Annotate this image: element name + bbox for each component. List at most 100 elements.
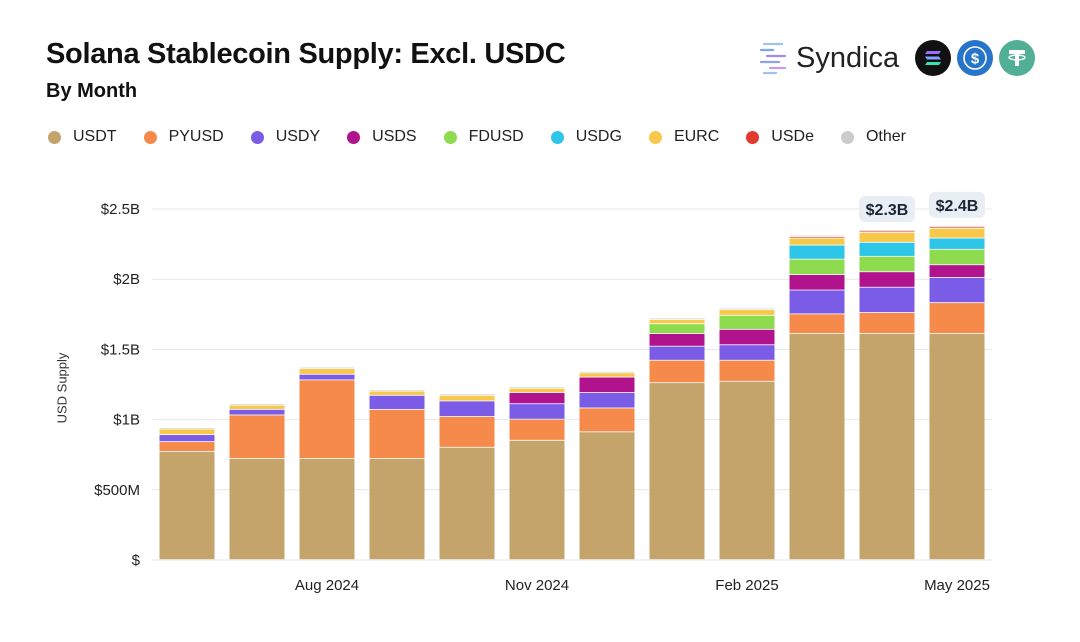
bar-segment-usdt[interactable]	[159, 451, 215, 560]
bar-segment-pyusd[interactable]	[579, 408, 635, 432]
bar-segment-usdy[interactable]	[929, 277, 985, 303]
legend-swatch	[250, 130, 264, 144]
bar-segment-usds[interactable]	[719, 329, 775, 345]
legend-item-usdy[interactable]: USDY	[250, 128, 320, 146]
bar-segment-usdy[interactable]	[859, 287, 915, 313]
bar-segment-other[interactable]	[299, 367, 355, 369]
bar-segment-pyusd[interactable]	[229, 415, 285, 459]
bar-segment-usdt[interactable]	[439, 447, 495, 560]
legend-item-pyusd[interactable]: PYUSD	[143, 128, 224, 146]
bar-segment-eurc[interactable]	[929, 228, 985, 238]
legend-item-eurc[interactable]: EURC	[648, 128, 719, 146]
bar-segment-usdy[interactable]	[509, 404, 565, 419]
bar-segment-fdusd[interactable]	[929, 249, 985, 265]
bar-segment-eurc[interactable]	[229, 405, 285, 409]
bar-segment-fdusd[interactable]	[859, 256, 915, 272]
bar-segment-usdt[interactable]	[719, 381, 775, 560]
bar-segment-pyusd[interactable]	[789, 314, 845, 334]
bar-segment-usde[interactable]	[929, 227, 985, 228]
bar-segment-usde[interactable]	[789, 237, 845, 238]
bar-segment-eurc[interactable]	[859, 232, 915, 242]
bar-segment-usds[interactable]	[789, 274, 845, 290]
bar-segment-fdusd[interactable]	[719, 315, 775, 329]
bar-segment-usdg[interactable]	[789, 245, 845, 259]
bar-segment-pyusd[interactable]	[369, 409, 425, 459]
bar-segment-pyusd[interactable]	[649, 360, 705, 383]
bar-segment-usds[interactable]	[859, 272, 915, 287]
bar-segment-other[interactable]	[369, 390, 425, 391]
bar-segment-usdy[interactable]	[369, 395, 425, 409]
bar-segment-eurc[interactable]	[649, 319, 705, 324]
bar-segment-pyusd[interactable]	[929, 303, 985, 334]
bar-segment-fdusd[interactable]	[789, 259, 845, 275]
legend-item-fdusd[interactable]: FDUSD	[443, 128, 524, 146]
bar-segment-usdy[interactable]	[719, 345, 775, 360]
bar-stack-sep-2024	[369, 390, 425, 560]
bar-segment-usde[interactable]	[859, 231, 915, 233]
bar-segment-usdy[interactable]	[439, 401, 495, 416]
bar-segment-fdusd[interactable]	[649, 324, 705, 334]
bar-segment-pyusd[interactable]	[299, 380, 355, 459]
bar-segment-other[interactable]	[719, 308, 775, 310]
legend-item-usdg[interactable]: USDG	[550, 128, 622, 146]
legend-swatch	[48, 130, 61, 144]
bar-segment-usdt[interactable]	[509, 440, 565, 560]
bar-segment-usds[interactable]	[579, 377, 635, 393]
y-tick-label: $500M	[94, 482, 140, 499]
bar-segment-other[interactable]	[929, 225, 985, 227]
bar-segment-eurc[interactable]	[299, 369, 355, 374]
legend-item-usdt[interactable]: USDT	[48, 128, 117, 146]
bar-segment-pyusd[interactable]	[859, 312, 915, 334]
bar-segment-other[interactable]	[439, 394, 495, 395]
bar-segment-usdt[interactable]	[789, 333, 845, 560]
legend-label: USDe	[771, 128, 814, 145]
legend-swatch	[648, 130, 662, 144]
bar-segment-pyusd[interactable]	[509, 419, 565, 440]
bar-segment-other[interactable]	[229, 404, 285, 405]
bar-segment-usdt[interactable]	[579, 432, 635, 560]
bar-segment-eurc[interactable]	[579, 373, 635, 377]
bar-segment-other[interactable]	[509, 387, 565, 388]
bar-segment-usdy[interactable]	[789, 290, 845, 314]
bar-segment-usdt[interactable]	[299, 458, 355, 560]
bar-segment-usdg[interactable]	[929, 238, 985, 249]
bar-segment-usdt[interactable]	[229, 458, 285, 560]
legend-swatch	[143, 130, 157, 144]
bar-stack-mar-2025	[789, 235, 845, 560]
bar-segment-pyusd[interactable]	[439, 416, 495, 447]
bar-segment-eurc[interactable]	[439, 395, 495, 401]
bar-segment-eurc[interactable]	[369, 391, 425, 395]
bar-segment-usdg[interactable]	[859, 242, 915, 256]
bar-segment-usds[interactable]	[929, 265, 985, 277]
bar-segment-usdy[interactable]	[649, 346, 705, 360]
bar-segment-pyusd[interactable]	[159, 442, 215, 452]
bar-segment-pyusd[interactable]	[719, 360, 775, 381]
bar-segment-other[interactable]	[789, 235, 845, 237]
bar-segment-usdt[interactable]	[859, 333, 915, 560]
bar-segment-usdt[interactable]	[369, 458, 425, 560]
bar-segment-other[interactable]	[579, 371, 635, 373]
bar-segment-usds[interactable]	[509, 392, 565, 404]
bar-segment-eurc[interactable]	[509, 388, 565, 393]
bar-segment-usdt[interactable]	[649, 383, 705, 560]
bar-segment-eurc[interactable]	[719, 310, 775, 315]
bar-segment-usds[interactable]	[649, 333, 705, 346]
bar-segment-eurc[interactable]	[159, 429, 215, 435]
bar-segment-eurc[interactable]	[789, 238, 845, 245]
bar-segment-usdy[interactable]	[299, 374, 355, 380]
bar-segment-other[interactable]	[159, 428, 215, 429]
bar-segment-other[interactable]	[859, 230, 915, 231]
brand-header: Syndica $	[758, 38, 1041, 78]
bar-segment-usdt[interactable]	[929, 333, 985, 560]
bar-segment-other[interactable]	[649, 318, 705, 320]
x-tick-label: Nov 2024	[505, 577, 569, 594]
bar-segment-usdy[interactable]	[229, 409, 285, 415]
x-tick-label: May 2025	[924, 577, 990, 594]
legend-label: USDT	[73, 128, 117, 145]
legend-item-usds[interactable]: USDS	[347, 128, 417, 146]
legend-item-usde[interactable]: USDe	[746, 128, 814, 146]
bar-segment-usdy[interactable]	[579, 392, 635, 408]
bar-segment-usdy[interactable]	[159, 435, 215, 442]
legend-item-other[interactable]: Other	[840, 128, 906, 146]
legend-label: USDS	[372, 128, 417, 145]
